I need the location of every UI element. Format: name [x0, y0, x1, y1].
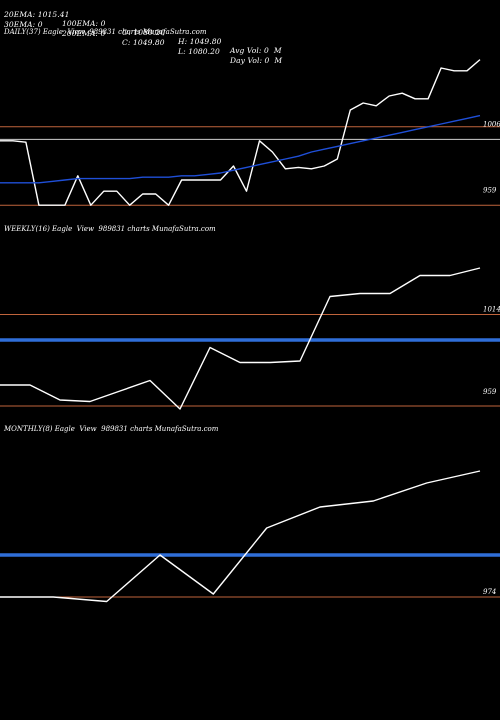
- weekly-tick-label-0: 1014: [483, 306, 500, 314]
- weekly-tick-label-1: 959: [483, 388, 497, 396]
- monthly-chart-title: MONTHLY(8) Eagle View 989831 charts Muna…: [4, 425, 219, 433]
- open-text: O: 1080.20: [122, 28, 166, 37]
- monthly-series-line-0: [0, 470, 481, 603]
- ema100-text: 100EMA: 0: [62, 19, 106, 28]
- ema200-text: 200EMA: 0: [62, 29, 106, 38]
- header-row-1: 20EMA: 1015.41 100EMA: 0 O: 1080.20 H: 1…: [4, 1, 282, 55]
- daily-series-line-1: [0, 114, 481, 184]
- high-text: H: 1049.80: [178, 37, 222, 46]
- weekly-chart-title: WEEKLY(16) Eagle View 989831 charts Muna…: [4, 225, 216, 233]
- ema20-text: 20EMA: 1015.41: [4, 10, 70, 19]
- header-row-2: 30EMA: 0 200EMA: 0 C: 1049.80 L: 1080.20…: [4, 11, 282, 65]
- daily-tick-label-1: 959: [483, 186, 497, 194]
- ema30-text: 30EMA: 0: [4, 20, 43, 29]
- daily-series-line-0: [0, 59, 481, 206]
- monthly-tick-label-0: 974: [483, 588, 496, 596]
- close-text: C: 1049.80: [122, 38, 165, 47]
- weekly-series-line-0: [0, 267, 481, 410]
- low-text: L: 1080.20: [178, 47, 220, 56]
- daily-chart-title: DAILY(37) Eagle View 989831 charts Munaf…: [4, 28, 207, 36]
- daily-tick-label-0: 1006: [483, 121, 500, 129]
- day-vol-text: Day Vol: 0 M: [230, 56, 283, 65]
- avg-vol-text: Avg Vol: 0 M: [230, 46, 282, 55]
